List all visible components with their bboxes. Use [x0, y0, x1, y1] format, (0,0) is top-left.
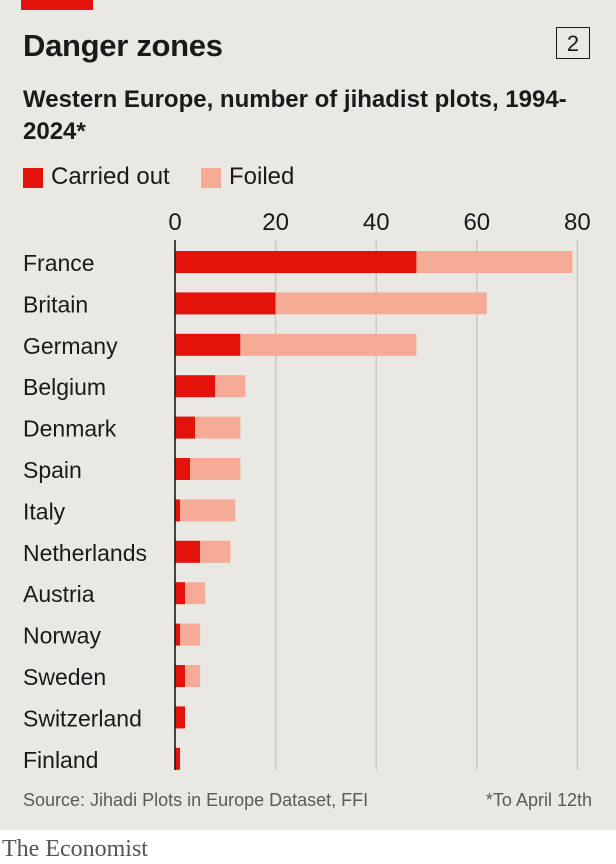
bar-norway-carried-out — [175, 623, 181, 646]
category-label-germany: Germany — [23, 333, 118, 359]
legend-label-foiled: Foiled — [229, 163, 295, 190]
x-tick-label-20: 20 — [262, 209, 289, 236]
bar-spain-carried-out — [175, 458, 191, 480]
x-tick-label-80: 80 — [564, 209, 591, 236]
bar-netherlands-foiled — [200, 540, 231, 563]
bar-spain-foiled — [190, 458, 241, 480]
chart-title: Danger zones — [23, 28, 223, 63]
bar-austria-foiled — [185, 582, 206, 605]
chart-number-badge: 2 — [556, 27, 590, 59]
bar-france-foiled — [416, 251, 573, 273]
bar-france-carried-out — [175, 251, 417, 273]
bar-belgium-carried-out — [175, 375, 216, 398]
source-note: Source: Jihadi Plots in Europe Dataset, … — [23, 790, 369, 810]
bar-germany-carried-out — [175, 333, 241, 356]
x-tick-label-40: 40 — [363, 209, 390, 236]
economist-wordmark: The Economist — [2, 836, 148, 862]
bar-britain-foiled — [275, 292, 487, 315]
category-label-switzerland: Switzerland — [23, 705, 142, 731]
category-label-sweden: Sweden — [23, 664, 106, 690]
bar-britain-carried-out — [175, 292, 276, 315]
footnote: *To April 12th — [485, 790, 592, 810]
bar-sweden-carried-out — [175, 665, 186, 687]
legend-swatch-foiled — [201, 168, 221, 188]
x-tick-label-60: 60 — [463, 209, 490, 236]
bar-denmark-foiled — [195, 416, 241, 439]
category-label-belgium: Belgium — [23, 374, 106, 400]
bar-norway-foiled — [180, 623, 201, 646]
bar-finland-carried-out — [175, 747, 181, 770]
category-label-norway: Norway — [23, 623, 101, 649]
category-label-finland: Finland — [23, 747, 98, 773]
chart-panel — [0, 0, 616, 830]
category-label-netherlands: Netherlands — [23, 540, 147, 566]
category-label-austria: Austria — [23, 581, 95, 607]
category-label-britain: Britain — [23, 291, 88, 317]
legend-swatch-carried-out — [23, 168, 43, 188]
category-label-denmark: Denmark — [23, 416, 117, 442]
legend-label-carried-out: Carried out — [51, 163, 170, 190]
x-tick-label-0: 0 — [168, 209, 181, 236]
category-label-spain: Spain — [23, 457, 82, 483]
bar-switzerland-carried-out — [175, 706, 186, 729]
category-label-italy: Italy — [23, 498, 66, 524]
bar-sweden-foiled — [185, 665, 201, 687]
bar-netherlands-carried-out — [175, 540, 201, 563]
bar-italy-foiled — [180, 499, 236, 522]
category-label-france: France — [23, 250, 95, 276]
bar-denmark-carried-out — [175, 416, 196, 439]
bar-austria-carried-out — [175, 582, 186, 605]
chart-subtitle: Western Europe, number of jihadist plots… — [23, 86, 567, 145]
bar-italy-carried-out — [175, 499, 181, 522]
bar-belgium-foiled — [215, 375, 246, 398]
red-tab-decoration — [21, 0, 93, 10]
bar-chart: 0 20 40 60 80 France Britain Germany Belgium Denm… — [23, 209, 591, 773]
bar-germany-foiled — [240, 333, 417, 356]
